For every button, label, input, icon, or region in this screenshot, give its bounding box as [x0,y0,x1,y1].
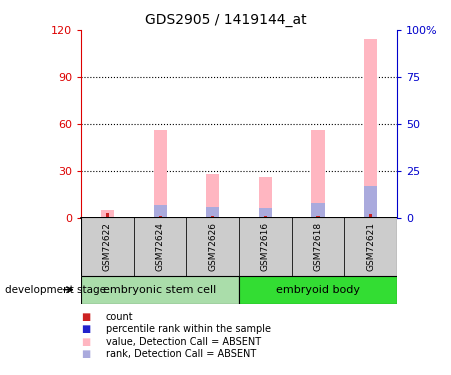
Text: GSM72616: GSM72616 [261,222,270,271]
Bar [206,174,219,217]
Bar [153,130,167,218]
FancyBboxPatch shape [239,217,292,276]
Bar [364,186,377,218]
Text: ■: ■ [81,337,90,346]
Text: value, Detection Call = ABSENT: value, Detection Call = ABSENT [106,337,261,346]
Text: ■: ■ [81,349,90,359]
Text: GSM72621: GSM72621 [366,222,375,271]
FancyBboxPatch shape [239,276,397,304]
Text: ■: ■ [81,312,90,322]
FancyBboxPatch shape [186,217,239,276]
Text: ■: ■ [81,324,90,334]
Text: development stage: development stage [5,285,106,295]
Bar [153,205,167,218]
Bar [211,216,214,217]
Bar [158,216,161,217]
Text: embryoid body: embryoid body [276,285,360,295]
FancyBboxPatch shape [81,276,239,304]
Bar [259,208,272,218]
Text: embryonic stem cell: embryonic stem cell [103,285,217,295]
Text: percentile rank within the sample: percentile rank within the sample [106,324,271,334]
Text: GSM72622: GSM72622 [103,222,112,271]
Bar [106,213,109,217]
FancyBboxPatch shape [344,217,397,276]
Text: GSM72624: GSM72624 [156,222,165,271]
Bar [206,207,219,218]
Bar [369,214,372,217]
Text: GSM72626: GSM72626 [208,222,217,271]
FancyBboxPatch shape [292,217,344,276]
FancyBboxPatch shape [134,217,186,276]
Text: GDS2905 / 1419144_at: GDS2905 / 1419144_at [145,13,306,27]
Bar [311,130,325,218]
Bar [101,210,114,218]
Text: count: count [106,312,133,322]
Text: rank, Detection Call = ABSENT: rank, Detection Call = ABSENT [106,349,256,359]
Bar [259,177,272,218]
Bar [364,39,377,218]
FancyBboxPatch shape [81,217,134,276]
Text: GSM72618: GSM72618 [313,222,322,271]
Bar [264,216,267,217]
Bar [316,216,319,217]
Bar [311,203,325,217]
